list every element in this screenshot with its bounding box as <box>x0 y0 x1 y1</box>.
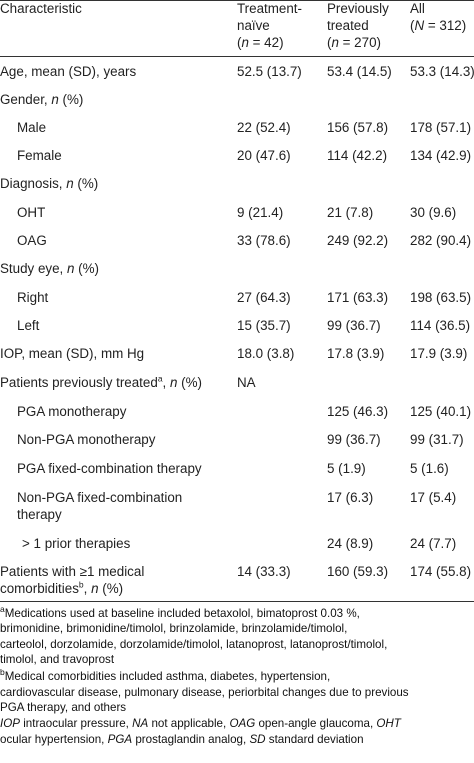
footnote-b-line: cardiovascular disease, pulmonary diseas… <box>0 686 409 699</box>
row-label: Right <box>17 290 49 305</box>
header-previously-treated-line2: treated <box>327 18 369 33</box>
row-label-continued: comorbiditiesb, n (%) <box>0 579 124 596</box>
row-label: Non-PGA monotherapy <box>17 432 156 447</box>
row-label: PGA monotherapy <box>17 404 127 419</box>
footnote-a-line: brimonidine, brimonidine/timolol, brinzo… <box>0 622 348 635</box>
cell-all: 17.9 (3.9) <box>410 346 468 361</box>
cell-treatment-naive: 27 (64.3) <box>237 290 291 305</box>
cell-all: 178 (57.1) <box>410 120 472 135</box>
cell-all: 53.3 (14.3) <box>410 64 474 79</box>
header-treatment-naive-n: (n = 42) <box>237 35 284 50</box>
cell-treatment-naive: 9 (21.4) <box>237 205 284 220</box>
cell-previously-treated: 53.4 (14.5) <box>327 64 392 79</box>
row-label: Diagnosis, n (%) <box>0 176 99 191</box>
cell-previously-treated: 5 (1.9) <box>327 461 366 476</box>
cell-previously-treated: 24 (8.9) <box>327 536 374 551</box>
cell-treatment-naive: 18.0 (3.8) <box>237 346 295 361</box>
row-label: Patients previously treateda, n (%) <box>0 373 202 390</box>
row-label: Patients with ≥1 medical <box>0 564 145 579</box>
header-characteristic: Characteristic <box>0 1 82 16</box>
row-label: Male <box>17 120 47 135</box>
row-label: Gender, n (%) <box>0 92 84 107</box>
cell-previously-treated: 249 (92.2) <box>327 233 389 248</box>
cell-all: 134 (42.9) <box>410 148 472 163</box>
row-label: > 1 prior therapies <box>22 536 131 551</box>
footnote-a-line: carteolol, dorzolamide, dorzolamide/timo… <box>0 638 388 651</box>
footnote-a-line: timolol, and travoprost <box>0 653 115 666</box>
cell-all: 99 (31.7) <box>410 432 464 447</box>
cell-treatment-naive: 33 (78.6) <box>237 233 291 248</box>
cell-previously-treated: 21 (7.8) <box>327 205 374 220</box>
row-label: Age, mean (SD), years <box>0 64 137 79</box>
cell-previously-treated: 125 (46.3) <box>327 404 389 419</box>
row-label: OAG <box>17 233 47 248</box>
row-label: Left <box>17 318 40 333</box>
cell-previously-treated: 17 (6.3) <box>327 490 374 505</box>
cell-all: 17 (5.4) <box>410 490 457 505</box>
cell-all: 5 (1.6) <box>410 461 449 476</box>
cell-previously-treated: 156 (57.8) <box>327 120 389 135</box>
cell-all: 114 (36.5) <box>410 318 471 333</box>
header-treatment-naive-line2: naïve <box>237 18 270 33</box>
cell-treatment-naive: 52.5 (13.7) <box>237 64 302 79</box>
cell-treatment-naive: 14 (33.3) <box>237 564 291 579</box>
cell-previously-treated: 160 (59.3) <box>327 564 389 579</box>
cell-previously-treated: 99 (36.7) <box>327 318 381 333</box>
header-previously-treated-n: (n = 270) <box>327 35 381 50</box>
footnote-b-line: PGA therapy, and others <box>0 701 127 714</box>
cell-previously-treated: 17.8 (3.9) <box>327 346 385 361</box>
abbreviations-line: IOP intraocular pressure, NA not applica… <box>0 717 401 730</box>
cell-previously-treated: 171 (63.3) <box>327 290 389 305</box>
header-treatment-naive-line1: Treatment- <box>237 1 302 16</box>
cell-treatment-naive: 22 (52.4) <box>237 120 291 135</box>
bottom-rule <box>0 601 474 602</box>
header-all-n: (N = 312) <box>410 18 467 33</box>
row-label: Study eye, n (%) <box>0 261 99 276</box>
cell-treatment-naive: 20 (47.6) <box>237 148 291 163</box>
cell-treatment-naive: 15 (35.7) <box>237 318 291 333</box>
footnote-b-line: bMedical comorbidities included asthma, … <box>0 669 331 683</box>
row-label: PGA fixed-combination therapy <box>17 461 202 476</box>
cell-all: 125 (40.1) <box>410 404 472 419</box>
row-label-continued: therapy <box>17 507 62 522</box>
abbreviations-line: ocular hypertension, PGA prostaglandin a… <box>0 733 364 746</box>
cell-all: 24 (7.7) <box>410 536 457 551</box>
row-label: IOP, mean (SD), mm Hg <box>0 346 145 361</box>
header-rule <box>0 56 474 57</box>
top-rule <box>0 0 474 1</box>
header-all-line1: All <box>410 1 425 16</box>
cell-previously-treated: 114 (42.2) <box>327 148 388 163</box>
row-label: Non-PGA fixed-combination <box>17 490 183 505</box>
cell-all: 198 (63.5) <box>410 290 472 305</box>
row-label: Female <box>17 148 62 163</box>
cell-treatment-naive: NA <box>237 375 256 390</box>
cell-all: 30 (9.6) <box>410 205 457 220</box>
footnote-a-line: aMedications used at baseline included b… <box>0 606 360 620</box>
row-label: OHT <box>17 205 46 220</box>
cell-previously-treated: 99 (36.7) <box>327 432 381 447</box>
cell-all: 174 (55.8) <box>410 564 472 579</box>
cell-all: 282 (90.4) <box>410 233 472 248</box>
header-previously-treated-line1: Previously <box>327 1 389 16</box>
